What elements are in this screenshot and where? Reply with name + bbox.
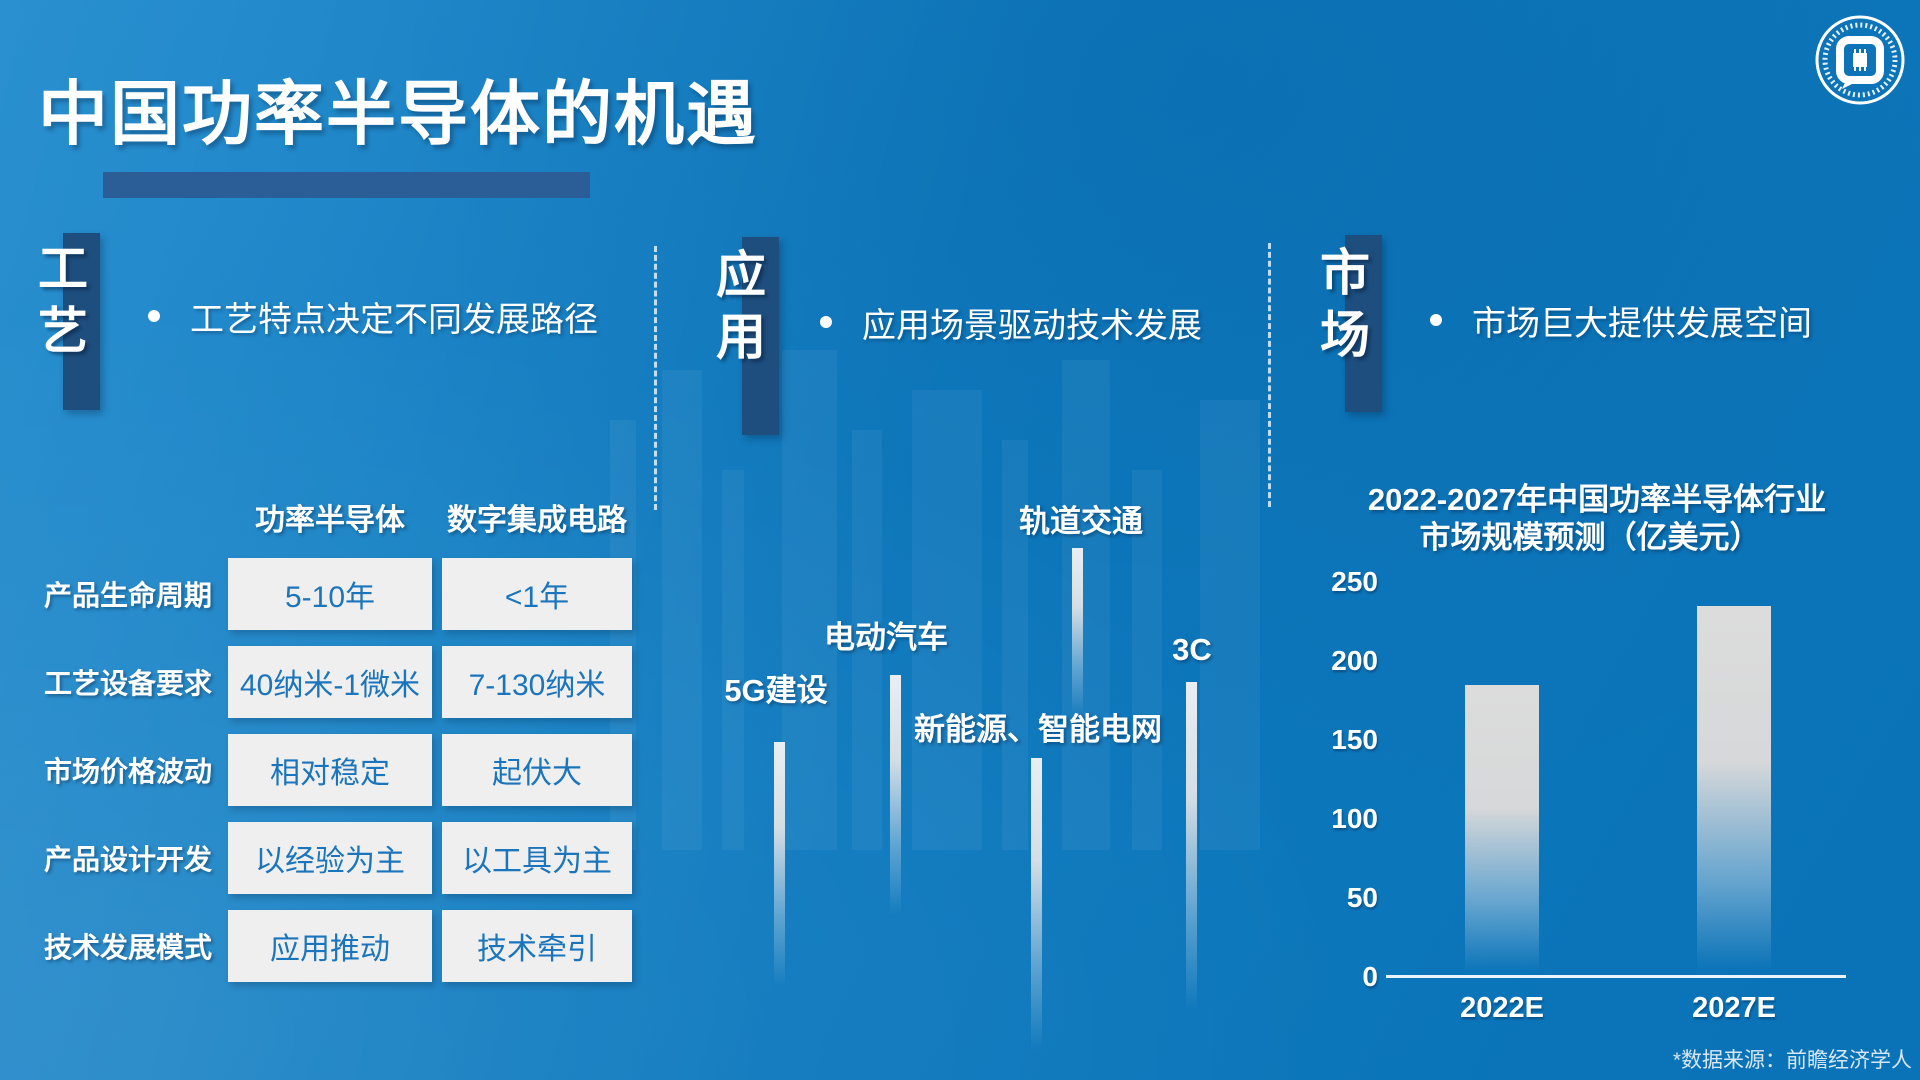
pillar-label-3c: 3C: [1172, 632, 1212, 667]
chart-bar-2027: [1697, 606, 1771, 977]
market-bullet: 市场巨大提供发展空间: [1430, 294, 1812, 346]
y-axis-tick: 150: [1331, 724, 1378, 755]
table-cell: 相对稳定: [228, 734, 432, 806]
data-source-note: *数据来源：前瞻经济学人: [1672, 1049, 1912, 1072]
table-cell: 应用推动: [228, 910, 432, 982]
application-bullet: 应用场景驱动技术发展: [820, 296, 1202, 348]
process-tab: 工艺: [31, 242, 87, 366]
table-cell: 技术牵引: [442, 910, 632, 982]
bullet-dot-icon: [820, 316, 832, 328]
pillar-label-5g: 5G建设: [724, 673, 828, 708]
table-cell: 以经验为主: [228, 822, 432, 894]
table-cell: 以工具为主: [442, 822, 632, 894]
chart-title-line2: 市场规模预测（亿美元）: [1419, 520, 1761, 555]
pillar-bar: [774, 742, 785, 985]
table-cell: <1年: [442, 558, 632, 630]
pillar-label-rail: 轨道交通: [1019, 504, 1143, 539]
table-cell: 起伏大: [442, 734, 632, 806]
section-divider: [1268, 243, 1271, 507]
y-axis-tick: 0: [1362, 961, 1378, 992]
table-cell: 5-10年: [228, 558, 432, 630]
pillar-bar: [890, 675, 901, 915]
application-tab-box: [742, 237, 779, 435]
chip-icon: [1836, 36, 1884, 89]
pillar-label-newenergy: 新能源、智能电网: [914, 712, 1162, 747]
y-axis-tick: 50: [1346, 882, 1378, 913]
application-tab: 应用: [709, 248, 765, 372]
x-axis-category: 2027E: [1692, 992, 1776, 1024]
process-tab-box: [63, 233, 100, 410]
section-divider: [654, 246, 657, 510]
column-header-digital: 数字集成电路: [447, 504, 627, 537]
table-cell: 40纳米-1微米: [228, 646, 432, 718]
market-tab: 市场: [1313, 246, 1369, 370]
process-bullet: 工艺特点决定不同发展路径: [148, 290, 598, 342]
x-axis-category: 2022E: [1460, 992, 1544, 1024]
column-header-power: 功率半导体: [255, 504, 405, 537]
institute-logo: [1815, 15, 1905, 105]
bullet-dot-icon: [148, 310, 160, 322]
market-tab-box: [1345, 235, 1382, 412]
pillar-label-ev: 电动汽车: [824, 620, 948, 655]
chart-bar-2022: [1465, 685, 1539, 977]
pillar-bar: [1072, 548, 1083, 715]
bullet-dot-icon: [1430, 314, 1442, 326]
title-underline-bar: [103, 172, 590, 198]
x-axis-line: [1386, 975, 1846, 978]
pillar-bar: [1031, 758, 1042, 1050]
chart-title-line1: 2022-2027年中国功率半导体行业: [1367, 482, 1827, 517]
pillar-bar: [1186, 682, 1197, 1010]
y-axis-tick: 250: [1331, 566, 1378, 597]
table-cell: 7-130纳米: [442, 646, 632, 718]
page-title: 中国功率半导体的机遇: [38, 75, 758, 153]
y-axis-tick: 100: [1331, 803, 1378, 834]
y-axis-tick: 200: [1331, 645, 1378, 676]
